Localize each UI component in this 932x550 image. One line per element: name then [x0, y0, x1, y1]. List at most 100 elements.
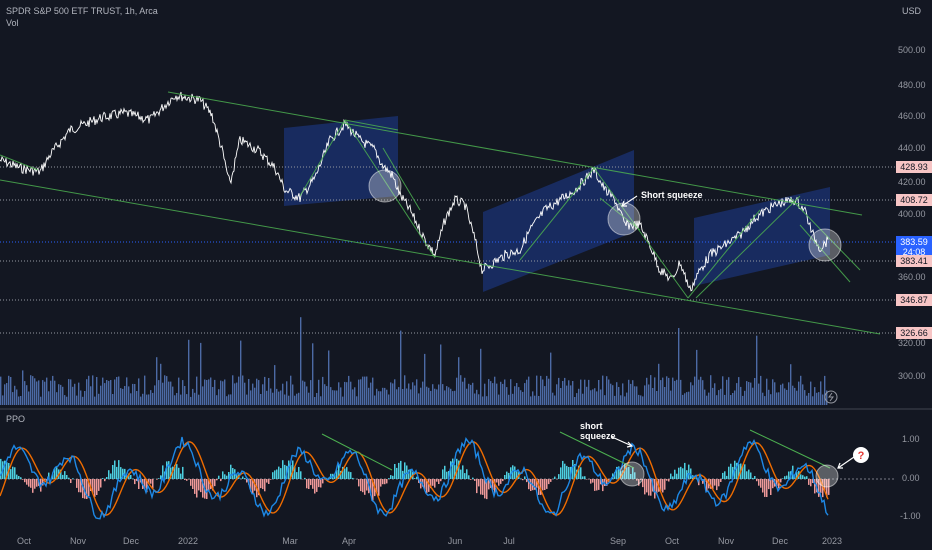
volume-bar: [394, 379, 396, 405]
histogram-bar: [184, 479, 186, 480]
volume-bar: [468, 383, 470, 405]
volume-bar: [234, 383, 236, 405]
volume-bar: [136, 391, 138, 405]
histogram-bar: [64, 471, 66, 479]
histogram-bar: [564, 463, 566, 479]
level-badge[interactable]: 326.66: [896, 327, 932, 339]
histogram-bar: [504, 475, 506, 479]
histogram-bar: [24, 479, 26, 483]
histogram-bar: [310, 479, 312, 486]
histogram-bar: [788, 471, 790, 479]
histogram-bar: [62, 474, 64, 479]
volume-bar: [432, 384, 434, 405]
volume-bar: [152, 392, 154, 405]
histogram-bar: [10, 469, 12, 479]
volume-bar: [162, 382, 164, 405]
volume-bar: [772, 379, 774, 405]
histogram-bar: [602, 479, 604, 492]
histogram-bar: [0, 458, 2, 479]
histogram-bar: [492, 479, 494, 491]
volume-bar: [182, 380, 184, 405]
histogram-bar: [522, 479, 524, 481]
histogram-bar: [702, 479, 704, 484]
volume-label[interactable]: Vol: [6, 18, 19, 28]
volume-bar: [130, 393, 132, 405]
time-tick: Nov: [717, 536, 735, 546]
volume-bar: [74, 383, 76, 405]
histogram-bar: [752, 477, 754, 479]
volume-bar: [692, 385, 694, 405]
histogram-bar: [664, 479, 666, 490]
volume-bar: [416, 379, 418, 405]
histogram-bar: [262, 479, 264, 490]
volume-bar: [438, 384, 440, 405]
channel-box-aug: [483, 150, 634, 292]
histogram-bar: [406, 465, 408, 479]
histogram-bar: [394, 464, 396, 479]
volume-bar: [188, 339, 190, 405]
symbol-title[interactable]: SPDR S&P 500 ETF TRUST, 1h, Arca: [6, 6, 158, 16]
level-badge[interactable]: 346.87: [896, 294, 932, 306]
histogram-bar: [110, 473, 112, 479]
volume-bar: [192, 388, 194, 405]
volume-bar: [514, 386, 516, 405]
histogram-bar: [770, 479, 772, 495]
volume-bar: [134, 384, 136, 405]
volume-bar: [726, 379, 728, 405]
histogram-bar: [476, 479, 478, 494]
volume-bar: [384, 387, 386, 405]
histogram-bar: [536, 479, 538, 488]
volume-bar: [346, 382, 348, 405]
volume-bar: [780, 384, 782, 405]
volume-bar: [70, 379, 72, 405]
volume-bar: [264, 376, 266, 405]
volume-bar: [374, 395, 376, 405]
volume-bar: [314, 397, 316, 405]
volume-bar: [718, 390, 720, 405]
histogram-bar: [22, 479, 24, 480]
histogram-bar: [596, 479, 598, 491]
volume-bar: [650, 375, 652, 405]
histogram-bar: [452, 458, 454, 479]
histogram-bar: [566, 465, 568, 479]
volume-bar: [572, 381, 574, 405]
ppo-label[interactable]: PPO: [6, 414, 26, 424]
level-badge[interactable]: 408.72: [896, 194, 932, 206]
volume-bar: [342, 396, 344, 405]
ppo-line: [0, 436, 829, 520]
histogram-bar: [810, 479, 812, 487]
histogram-bar: [152, 479, 154, 489]
current-price-badge[interactable]: 383.59: [896, 236, 932, 248]
histogram-bar: [784, 476, 786, 479]
volume-bar: [284, 394, 286, 405]
volume-bar: [710, 375, 712, 405]
histogram-bar: [728, 466, 730, 479]
histogram-bar: [732, 466, 734, 479]
volume-bar: [206, 380, 208, 405]
volume-bar: [606, 376, 608, 405]
volume-bar: [352, 389, 354, 405]
histogram-bar: [282, 460, 284, 479]
histogram-bar: [420, 479, 422, 489]
histogram-bar: [616, 466, 618, 479]
histogram-bar: [586, 479, 588, 480]
lightning-icon[interactable]: [824, 390, 838, 404]
histogram-bar: [108, 470, 110, 479]
volume-bar: [224, 379, 226, 405]
histogram-bar: [376, 479, 378, 493]
volume-bar: [822, 394, 824, 405]
volume-bar: [662, 377, 664, 405]
level-badge[interactable]: 383.41: [896, 255, 932, 267]
volume-bar: [530, 396, 532, 405]
histogram-bar: [638, 479, 640, 486]
histogram-bar: [706, 479, 708, 492]
histogram-bar: [192, 479, 194, 489]
volume-bar: [14, 385, 16, 405]
histogram-bar: [344, 468, 346, 479]
histogram-bar: [730, 463, 732, 479]
histogram-bar: [716, 479, 718, 491]
level-badge[interactable]: 428.93: [896, 161, 932, 173]
histogram-bar: [206, 479, 208, 499]
volume-bar: [350, 381, 352, 405]
